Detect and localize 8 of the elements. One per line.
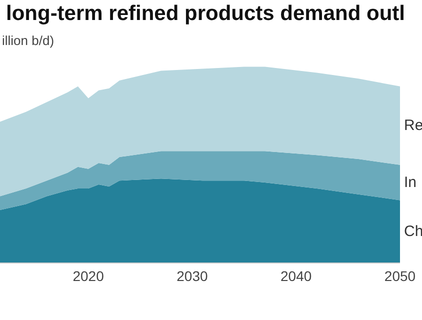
x-tick-label: 2030	[176, 268, 208, 284]
chart-title: long-term refined products demand outl	[6, 2, 406, 26]
y-axis-title: illion b/d)	[2, 33, 54, 48]
x-tick-label: 2040	[280, 268, 312, 284]
x-tick-label: 2050	[384, 268, 416, 284]
series-label: In	[404, 174, 417, 191]
x-tick-label: 2020	[72, 268, 104, 284]
series-label: Ch	[404, 222, 422, 240]
